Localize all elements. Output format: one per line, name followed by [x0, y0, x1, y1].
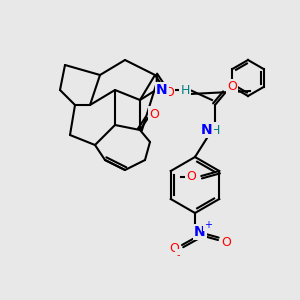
Text: N: N: [194, 225, 206, 239]
Text: -: -: [176, 250, 180, 260]
Text: O: O: [227, 80, 237, 94]
Text: O: O: [221, 236, 231, 248]
Text: H: H: [180, 83, 190, 97]
Text: N: N: [156, 83, 168, 97]
Text: N: N: [201, 123, 213, 137]
Text: +: +: [204, 220, 212, 230]
Text: O: O: [164, 85, 174, 98]
Text: O: O: [169, 242, 179, 254]
Text: O: O: [149, 107, 159, 121]
Text: H: H: [210, 124, 220, 136]
Text: O: O: [186, 170, 196, 184]
